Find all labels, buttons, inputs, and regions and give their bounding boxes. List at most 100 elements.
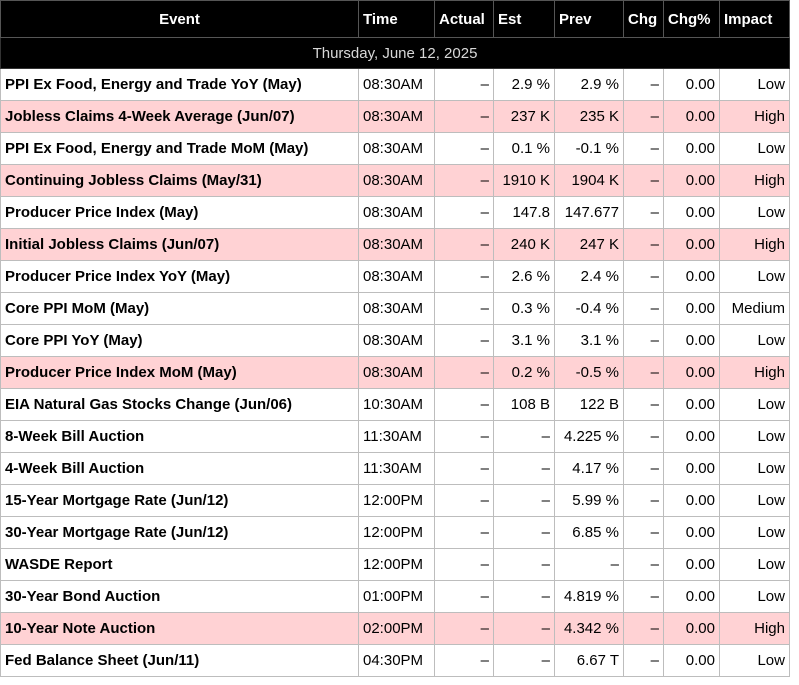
event-name: 8-Week Bill Auction [0,420,359,453]
change-value: – [623,548,664,581]
date-row: Thursday, June 12, 2025 [0,37,790,69]
change-value: – [623,388,664,421]
estimate-value: – [493,644,555,677]
event-name: Initial Jobless Claims (Jun/07) [0,228,359,261]
table-row[interactable]: Jobless Claims 4-Week Average (Jun/07) 08… [0,100,790,133]
actual-value: – [434,644,494,677]
table-row[interactable]: 30-Year Bond Auction 01:00PM – –4.819 % –0.0… [0,580,790,613]
change-value: – [623,228,664,261]
change-value: – [623,452,664,485]
table-row[interactable]: Fed Balance Sheet (Jun/11) 04:30PM – –6.67 … [0,644,790,677]
column-header-est[interactable]: Est [493,0,555,38]
table-row[interactable]: Core PPI MoM (May) 08:30AM –0.3 % -0.4 % –0.… [0,292,790,325]
table-row[interactable]: PPI Ex Food, Energy and Trade YoY (May) 0… [0,68,790,101]
event-time: 12:00PM [358,548,435,581]
change-percent-value: 0.00 [663,356,720,389]
actual-value: – [434,196,494,229]
table-row[interactable]: Producer Price Index YoY (May) 08:30AM –2.… [0,260,790,293]
table-row[interactable]: EIA Natural Gas Stocks Change (Jun/06) 10… [0,388,790,421]
event-time: 08:30AM [358,356,435,389]
table-row[interactable]: 15-Year Mortgage Rate (Jun/12) 12:00PM – –5… [0,484,790,517]
change-percent-value: 0.00 [663,164,720,197]
actual-value: – [434,132,494,165]
estimate-value: 0.1 % [493,132,555,165]
estimate-value: – [493,452,555,485]
table-row[interactable]: WASDE Report 12:00PM – – – –0.00 Low [0,548,790,581]
change-percent-value: 0.00 [663,420,720,453]
change-value: – [623,132,664,165]
table-row[interactable]: Initial Jobless Claims (Jun/07) 08:30AM –2… [0,228,790,261]
change-percent-value: 0.00 [663,516,720,549]
previous-value: 3.1 % [554,324,624,357]
impact-level: Low [719,516,790,549]
estimate-value: – [493,548,555,581]
impact-level: Medium [719,292,790,325]
previous-value: 122 B [554,388,624,421]
previous-value: -0.1 % [554,132,624,165]
impact-level: Low [719,484,790,517]
event-time: 08:30AM [358,324,435,357]
change-percent-value: 0.00 [663,196,720,229]
change-percent-value: 0.00 [663,132,720,165]
event-time: 08:30AM [358,68,435,101]
table-row[interactable]: 10-Year Note Auction 02:00PM – –4.342 % –0.0… [0,612,790,645]
event-name: Fed Balance Sheet (Jun/11) [0,644,359,677]
estimate-value: – [493,516,555,549]
previous-value: 4.225 % [554,420,624,453]
table-row[interactable]: Producer Price Index (May) 08:30AM –147.8 1… [0,196,790,229]
change-value: – [623,196,664,229]
actual-value: – [434,580,494,613]
table-row[interactable]: 4-Week Bill Auction 11:30AM – –4.17 % –0.00 L… [0,452,790,485]
change-percent-value: 0.00 [663,612,720,645]
column-header-chg-pct[interactable]: Chg% [663,0,720,38]
table-row[interactable]: Core PPI YoY (May) 08:30AM –3.1 % 3.1 % –0.0… [0,324,790,357]
actual-value: – [434,612,494,645]
table-row[interactable]: Producer Price Index MoM (May) 08:30AM –0.… [0,356,790,389]
previous-value: – [554,548,624,581]
change-percent-value: 0.00 [663,388,720,421]
actual-value: – [434,324,494,357]
event-time: 04:30PM [358,644,435,677]
impact-level: Low [719,132,790,165]
event-name: Core PPI YoY (May) [0,324,359,357]
change-value: – [623,356,664,389]
event-name: Continuing Jobless Claims (May/31) [0,164,359,197]
change-value: – [623,100,664,133]
column-header-time[interactable]: Time [358,0,435,38]
actual-value: – [434,484,494,517]
impact-level: High [719,100,790,133]
event-name: 10-Year Note Auction [0,612,359,645]
header-row: Event Time Actual Est Prev Chg Chg% Impa… [0,0,790,38]
change-value: – [623,516,664,549]
estimate-value: 0.2 % [493,356,555,389]
previous-value: 4.17 % [554,452,624,485]
event-time: 02:00PM [358,612,435,645]
event-time: 01:00PM [358,580,435,613]
event-name: 15-Year Mortgage Rate (Jun/12) [0,484,359,517]
event-time: 10:30AM [358,388,435,421]
change-percent-value: 0.00 [663,452,720,485]
column-header-impact[interactable]: Impact [719,0,790,38]
table-row[interactable]: 30-Year Mortgage Rate (Jun/12) 12:00PM – –6… [0,516,790,549]
column-header-actual[interactable]: Actual [434,0,494,38]
impact-level: Low [719,196,790,229]
previous-value: 1904 K [554,164,624,197]
previous-value: -0.4 % [554,292,624,325]
actual-value: – [434,68,494,101]
estimate-value: 147.8 [493,196,555,229]
column-header-event[interactable]: Event [0,0,359,38]
column-header-prev[interactable]: Prev [554,0,624,38]
actual-value: – [434,420,494,453]
change-percent-value: 0.00 [663,580,720,613]
estimate-value: 108 B [493,388,555,421]
event-name: 30-Year Bond Auction [0,580,359,613]
change-value: – [623,580,664,613]
column-header-chg[interactable]: Chg [623,0,664,38]
estimate-value: 0.3 % [493,292,555,325]
table-row[interactable]: 8-Week Bill Auction 11:30AM – –4.225 % –0.00… [0,420,790,453]
event-name: Producer Price Index YoY (May) [0,260,359,293]
event-name: Core PPI MoM (May) [0,292,359,325]
economic-calendar-table: Event Time Actual Est Prev Chg Chg% Impa… [0,0,790,677]
table-row[interactable]: Continuing Jobless Claims (May/31) 08:30A… [0,164,790,197]
table-row[interactable]: PPI Ex Food, Energy and Trade MoM (May) 0… [0,132,790,165]
